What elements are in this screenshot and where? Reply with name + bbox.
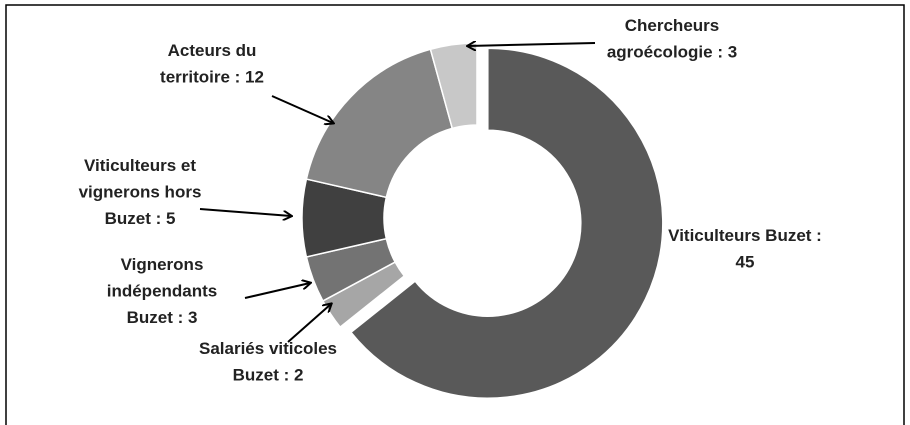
- slice-label: Viticulteurs et vignerons hors Buzet : 5: [79, 156, 202, 228]
- labels: Viticulteurs Buzet :45 Salariés viticoles…: [79, 16, 822, 385]
- slice-label: Acteurs du territoire : 12: [160, 41, 264, 87]
- slice-label: Vignerons indépendants Buzet : 3: [107, 255, 218, 327]
- frame: [5, 4, 905, 425]
- donut: [301, 42, 664, 399]
- arrow: [199, 208, 291, 216]
- arrows: [199, 43, 596, 343]
- arrow: [244, 283, 310, 299]
- slice-label: Viticulteurs Buzet :45: [668, 226, 822, 272]
- slice-label: Chercheurs agroécologie : 3: [607, 16, 737, 62]
- slice-label: Salariés viticoles Buzet : 2: [199, 339, 337, 385]
- arrow: [468, 43, 596, 46]
- donut-slice: [429, 42, 478, 130]
- arrow: [287, 304, 331, 343]
- donut-slice: [349, 47, 664, 399]
- donut-slice: [305, 48, 454, 199]
- arrow: [271, 95, 333, 123]
